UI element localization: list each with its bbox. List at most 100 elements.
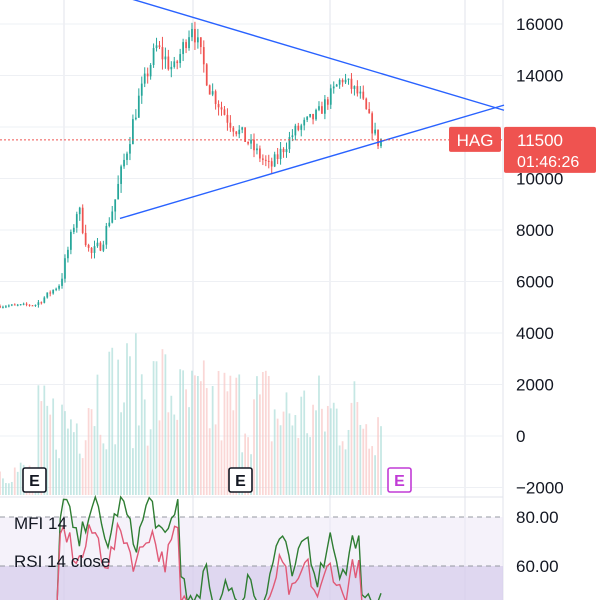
volume-bar	[152, 361, 155, 495]
volume-bar	[282, 411, 285, 495]
candle-body	[324, 99, 326, 114]
volume-bar	[259, 394, 261, 495]
rsi-indicator-line	[56, 521, 363, 600]
volume-bar	[61, 404, 63, 495]
volume-bar	[96, 374, 99, 495]
candle-body	[132, 119, 134, 145]
candle-body	[81, 207, 84, 233]
candle-body	[84, 232, 87, 245]
candle-body	[58, 285, 60, 289]
volume-bar	[353, 381, 356, 495]
candle-body	[158, 45, 161, 48]
earnings-marker-box[interactable]	[228, 467, 253, 493]
candle-body	[152, 48, 155, 65]
candle-body	[13, 304, 16, 306]
earnings-marker-label[interactable]: E	[29, 473, 40, 490]
volume-bar	[149, 429, 152, 495]
candle-body	[31, 305, 34, 307]
volume-bar	[291, 425, 294, 495]
candle-body	[214, 91, 217, 105]
volume-bar	[120, 412, 122, 495]
candle-body	[306, 116, 309, 120]
candle-body	[155, 45, 158, 49]
trendline-upper[interactable]	[129, 0, 505, 111]
volume-bar	[7, 483, 10, 495]
candle-body	[229, 122, 232, 128]
volume-bar	[72, 432, 75, 495]
candle-body	[205, 64, 208, 86]
candle-body	[96, 242, 99, 247]
volume-bar	[335, 408, 338, 495]
candle-body	[140, 83, 143, 96]
candle-body	[353, 86, 356, 89]
earnings-marker-label[interactable]: E	[394, 473, 405, 490]
volume-bar	[199, 381, 202, 495]
candle-body	[164, 56, 167, 60]
volume-bar	[202, 360, 205, 495]
symbol-label[interactable]: HAG	[457, 131, 494, 150]
candle-body	[220, 107, 223, 110]
volume-bar	[164, 354, 167, 495]
volume-bar	[217, 370, 220, 495]
volume-bar	[114, 444, 117, 495]
volume-bar	[365, 424, 368, 495]
volume-bar	[344, 449, 347, 495]
candle-body	[90, 247, 93, 253]
volume-bar	[279, 425, 282, 495]
volume-bar	[309, 437, 311, 495]
volume-bar	[312, 404, 314, 495]
earnings-marker-box[interactable]	[387, 467, 412, 493]
volume-bar	[49, 414, 52, 495]
candle-body	[282, 148, 285, 153]
earnings-marker-box[interactable]	[22, 467, 47, 493]
candle-body	[0, 305, 1, 308]
volume-bar	[264, 370, 267, 495]
candle-body	[114, 199, 117, 212]
last-price-label: 11500	[517, 131, 563, 150]
candle-body	[67, 249, 69, 259]
candle-body	[197, 37, 199, 43]
earnings-marker-label[interactable]: E	[235, 473, 246, 490]
candle-body	[235, 131, 238, 135]
volume-bar	[108, 351, 111, 495]
mfi-indicator-label[interactable]: MFI 14	[14, 514, 67, 533]
candle-body	[279, 148, 282, 160]
candle-body	[362, 91, 365, 99]
candle-body	[34, 304, 37, 306]
candle-body	[170, 66, 173, 70]
volume-bar	[356, 402, 359, 495]
candle-body	[241, 127, 244, 130]
volume-bar	[326, 405, 329, 495]
candle-body	[332, 86, 335, 89]
candle-body	[309, 113, 311, 117]
candle-body	[226, 114, 229, 123]
volume-bar	[318, 375, 320, 495]
candle-body	[19, 304, 22, 306]
volume-bar	[188, 407, 190, 495]
candle-body	[7, 305, 10, 307]
trendline-lower[interactable]	[119, 104, 505, 220]
candle-body	[329, 88, 332, 105]
volume-bar	[256, 376, 258, 495]
candle-body	[326, 99, 329, 105]
volume-bar	[5, 483, 7, 495]
rsi-indicator-label[interactable]: RSI 14 close	[14, 552, 111, 571]
candle-body	[64, 258, 66, 279]
last-price-label-bg	[504, 126, 596, 173]
candle-body	[303, 119, 306, 126]
candle-body	[238, 129, 241, 135]
volume-bar	[303, 390, 306, 495]
volume-bar	[321, 408, 323, 495]
candle-body	[338, 79, 341, 85]
indicator-axis-tick-label: 60.00	[516, 557, 559, 576]
candle-body	[297, 125, 300, 130]
volume-bar	[329, 408, 332, 495]
candle-body	[261, 158, 264, 160]
candle-body	[341, 79, 344, 83]
volume-bar	[315, 410, 317, 495]
candle-body	[202, 47, 205, 65]
candle-body	[267, 160, 270, 162]
volume-bar	[123, 402, 125, 495]
